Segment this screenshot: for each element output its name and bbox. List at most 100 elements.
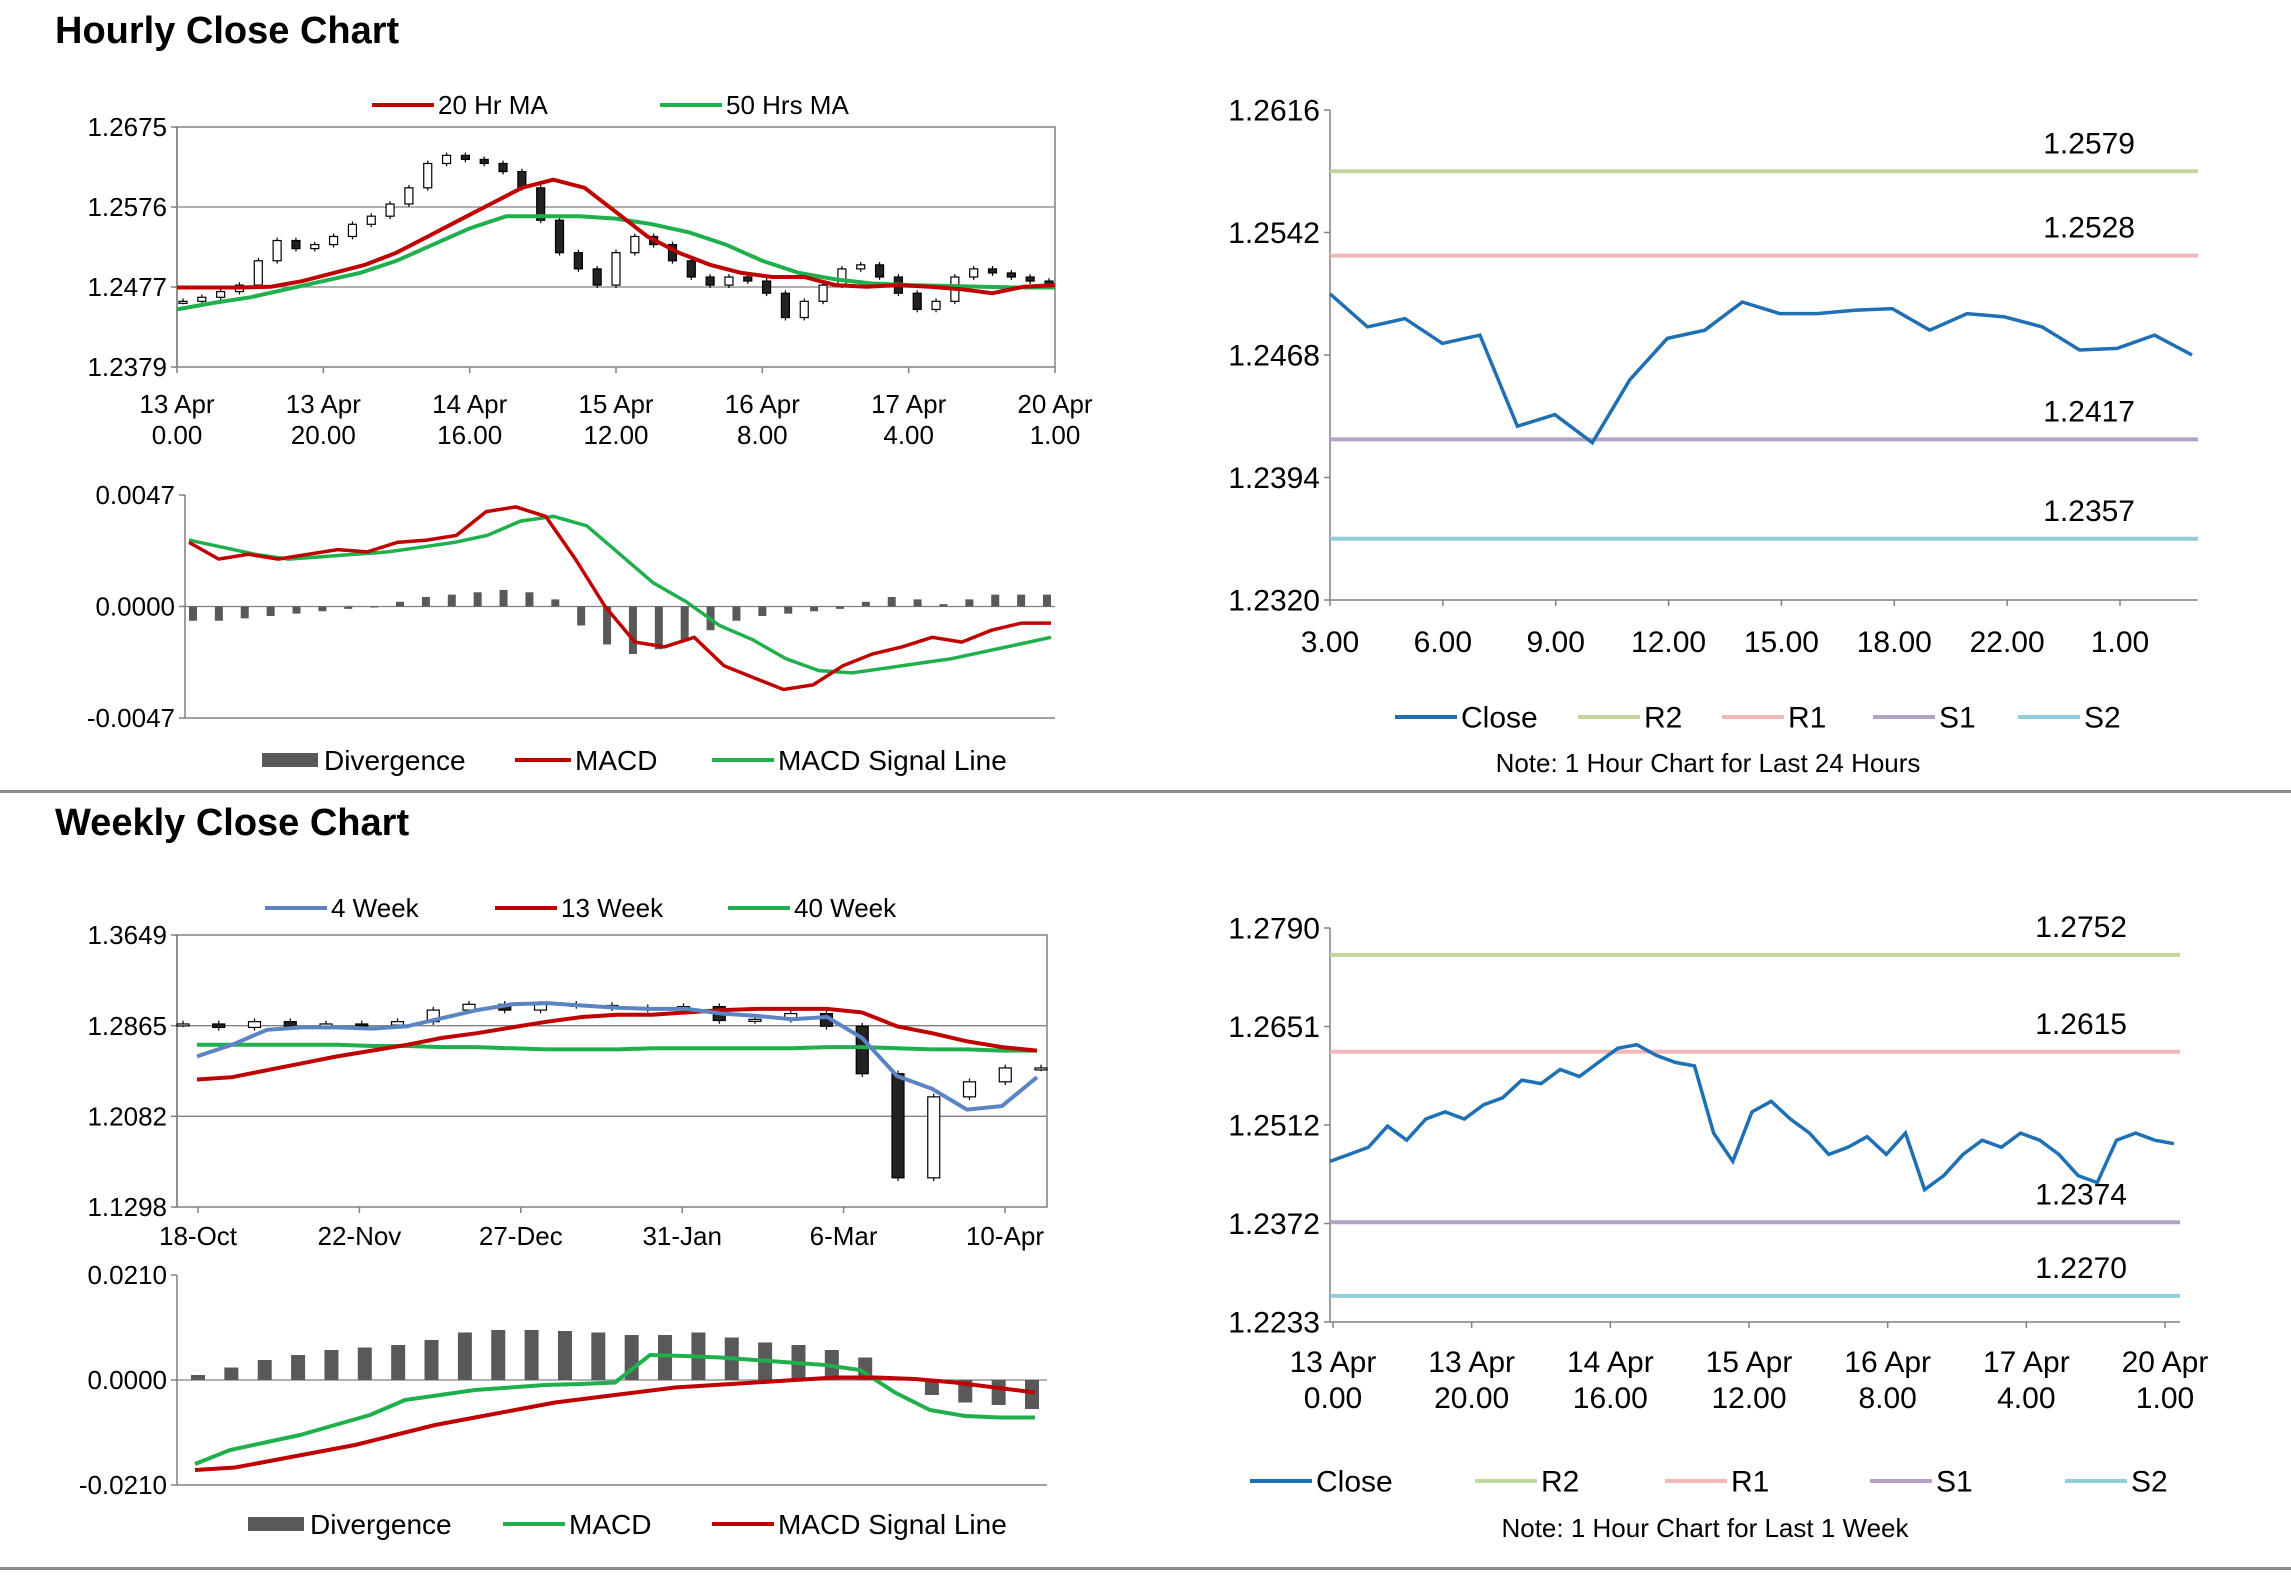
divergence-bar — [924, 1380, 939, 1395]
plot-frame — [176, 126, 1056, 368]
divergence-bar — [324, 1350, 339, 1380]
divergence-bar — [628, 606, 637, 654]
y-tick-label: 1.1298 — [87, 1192, 167, 1222]
legend-label: Divergence — [324, 745, 466, 776]
divergence-bar — [491, 1330, 506, 1380]
chart-note: Note: 1 Hour Chart for Last 24 Hours — [1496, 748, 1921, 778]
y-tick-label: 1.2082 — [87, 1101, 167, 1131]
signal-line — [188, 514, 1052, 675]
y-tick-label: 1.2320 — [1228, 585, 1320, 618]
ma13-line — [196, 1006, 1038, 1082]
divergence-bar — [1025, 1380, 1039, 1409]
x-tick-label: 13 Apr — [1290, 1346, 1377, 1379]
weekly-section-title: Weekly Close Chart — [55, 802, 410, 844]
divergence-bar — [292, 606, 301, 614]
divergence-bar — [591, 1332, 606, 1380]
x-tick-label: 17 Apr — [871, 389, 947, 419]
y-tick-label: 0.0000 — [95, 592, 175, 622]
divergence-bar — [357, 1347, 372, 1380]
candle-body — [1006, 272, 1016, 278]
candle-body — [329, 235, 339, 246]
x-tick-label: 3.00 — [1301, 626, 1359, 659]
x-tick-label: 8.00 — [737, 420, 788, 450]
candle-body — [536, 187, 546, 221]
x-tick-label: 22-Nov — [317, 1221, 401, 1251]
x-tick-label: 10-Apr — [966, 1221, 1044, 1251]
divergence-bar — [1017, 594, 1026, 607]
divergence-bar — [913, 599, 922, 607]
x-tick-label: 0.00 — [152, 420, 203, 450]
candle-body — [554, 219, 565, 254]
divergence-bar — [603, 606, 612, 645]
y-tick-label: 1.2542 — [1228, 217, 1320, 250]
divergence-bar — [391, 1345, 406, 1380]
divergence-bar — [939, 604, 948, 607]
divergence-bar — [370, 606, 379, 608]
x-tick-label: 16 Apr — [725, 389, 801, 419]
y-tick-label: 1.2468 — [1228, 340, 1320, 373]
divergence-bar — [344, 606, 353, 609]
x-tick-label: 15 Apr — [578, 389, 654, 419]
candle-body — [498, 162, 508, 173]
legend-label: 40 Week — [794, 893, 897, 923]
candle-body — [891, 1073, 905, 1179]
x-tick-label: 6.00 — [1414, 626, 1472, 659]
legend-label: Divergence — [310, 1509, 452, 1540]
candle-body — [176, 1023, 190, 1027]
candle-body — [573, 252, 583, 270]
y-tick-label: 0.0047 — [95, 480, 175, 510]
x-tick-label: 6-Mar — [810, 1221, 878, 1251]
candle-body — [355, 1023, 369, 1027]
candle-body — [441, 154, 452, 165]
y-tick-label: 0.0210 — [87, 1260, 167, 1290]
x-tick-label: 12.00 — [1631, 626, 1706, 659]
divergence-bar — [240, 606, 249, 619]
candle-body — [347, 223, 358, 238]
x-tick-label: 1.00 — [1030, 420, 1081, 450]
x-tick-label: 22.00 — [1970, 626, 2045, 659]
divergence-bar — [524, 1330, 539, 1380]
x-tick-label: 4.00 — [1997, 1382, 2055, 1415]
x-tick-label: 18.00 — [1857, 626, 1932, 659]
legend-label: MACD Signal Line — [778, 1509, 1007, 1540]
candle-body — [874, 264, 885, 278]
legend-swatch — [248, 1517, 304, 1531]
section-divider-bottom — [0, 1567, 2291, 1570]
candle-body — [197, 296, 207, 302]
y-tick-label: 1.2675 — [87, 112, 167, 142]
candle-body — [724, 276, 734, 286]
legend-label: S2 — [2131, 1466, 2168, 1499]
close-line — [1329, 1042, 2175, 1193]
candle-body — [390, 1021, 405, 1026]
divergence-bar — [224, 1367, 239, 1380]
level-label-r1: 1.2615 — [2035, 1008, 2127, 1041]
legend-label: R2 — [1541, 1466, 1579, 1499]
legend-label: Close — [1316, 1466, 1393, 1499]
close-line — [1328, 292, 2193, 446]
legend-label: S1 — [1936, 1466, 1973, 1499]
legend-label: MACD Signal Line — [778, 745, 1007, 776]
ma4-line — [196, 1001, 1039, 1112]
legend-swatch — [262, 753, 318, 767]
y-tick-label: 1.2379 — [87, 352, 167, 382]
y-tick-label: 1.2512 — [1228, 1110, 1320, 1143]
divergence-bar — [266, 606, 275, 616]
divergence-bar — [191, 1375, 205, 1380]
divergence-bar — [861, 601, 870, 607]
divergence-bar — [396, 601, 405, 607]
x-tick-label: 12.00 — [1711, 1382, 1786, 1415]
y-tick-label: 1.2616 — [1228, 95, 1320, 128]
level-label-s2: 1.2357 — [2043, 495, 2135, 528]
candle-body — [479, 158, 489, 165]
signal-line — [194, 1375, 1036, 1472]
candle-body — [743, 276, 753, 282]
divergence-bar — [577, 606, 586, 626]
y-tick-label: 1.2394 — [1228, 462, 1320, 495]
candle-body — [385, 203, 395, 217]
divergence-bar — [835, 606, 844, 609]
x-tick-label: 13 Apr — [286, 389, 362, 419]
divergence-bar — [447, 594, 456, 607]
candle-body — [686, 260, 696, 278]
candle-body — [592, 268, 602, 286]
